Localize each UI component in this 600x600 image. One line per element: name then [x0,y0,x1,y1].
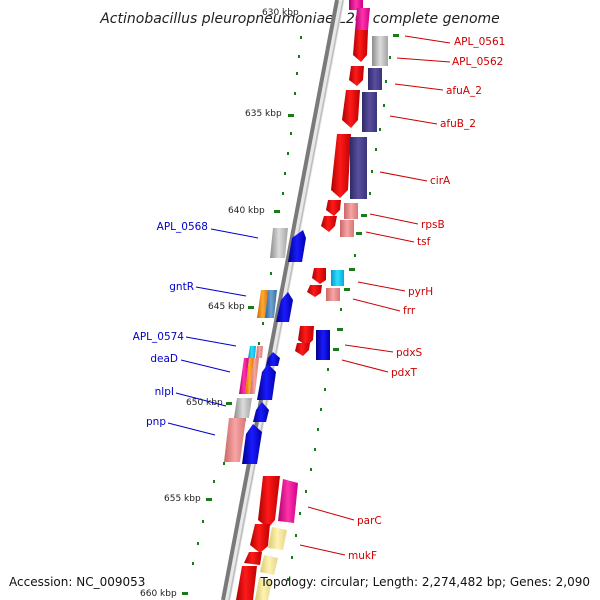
gene-afuA_2[interactable] [342,90,377,132]
map-title: Actinobacillus pleuropneumoniae L20, com… [99,11,500,27]
gene-pnp[interactable] [224,418,262,464]
gene-deaD[interactable] [239,358,276,400]
topology-text: Topology: circular; Length: 2,274,482 bp… [259,575,590,589]
gene-pdxS[interactable] [298,326,330,360]
gene-pdxT[interactable] [295,343,310,356]
label-APL_0574[interactable]: APL_0574 [133,331,185,343]
label-rpsB[interactable]: rpsB [421,219,445,231]
label-pyrH[interactable]: pyrH [408,286,433,298]
gene-APL_0568[interactable] [270,228,306,262]
gene-afuB_2[interactable] [331,134,367,199]
gene-tsf[interactable] [321,216,354,237]
kbp-label-645: 645 kbp [208,302,245,312]
gene-rpsB[interactable] [326,200,358,219]
label-cirA[interactable]: cirA [430,175,451,187]
kbp-label-640: 640 kbp [228,206,265,216]
label-parC[interactable]: parC [357,515,382,527]
kbp-label-650: 650 kbp [186,398,223,408]
kbp-label-655: 655 kbp [164,494,201,504]
top-partial-kbp-label: 630 kbp [262,8,299,18]
label-pdxS[interactable]: pdxS [396,347,423,359]
accession-text: Accession: NC_009053 [9,575,145,589]
top-partial-gene [349,0,363,10]
label-gntR[interactable]: gntR [169,281,194,293]
label-pnp[interactable]: pnp [146,416,166,428]
label-APL_0568[interactable]: APL_0568 [157,221,208,233]
gene-pyrH[interactable] [312,268,344,286]
kbp-label-660: 660 kbp [140,589,177,599]
label-APL_0561[interactable]: APL_0561 [454,36,505,48]
gene-APL_0562[interactable] [349,36,388,90]
gene-parC[interactable] [258,476,298,528]
tick-marks [182,34,399,595]
left-gene-labels: APL_0568 gntR APL_0574 deaD nlpI pnp [133,221,208,428]
label-nlpI[interactable]: nlpI [155,386,174,398]
label-mukF[interactable]: mukF [348,550,377,562]
left-callouts [167,228,259,436]
label-tsf[interactable]: tsf [417,236,431,248]
gene-gntR[interactable] [257,290,293,322]
label-deaD[interactable]: deaD [150,353,178,365]
gene-APL_0561[interactable] [353,8,370,62]
label-pdxT[interactable]: pdxT [391,367,418,379]
label-afuA_2[interactable]: afuA_2 [446,85,482,97]
gene-mukF[interactable] [236,524,287,600]
label-afuB_2[interactable]: afuB_2 [440,118,476,130]
label-APL_0562[interactable]: APL_0562 [452,56,503,68]
gene-APL_0574[interactable] [248,346,280,366]
right-gene-labels: APL_0561 APL_0562 afuA_2 afuB_2 cirA rps… [348,36,505,562]
right-callouts [299,35,451,556]
gene-nlpI[interactable] [234,398,269,422]
kbp-label-635: 635 kbp [245,109,282,119]
gene-frr[interactable] [307,285,340,301]
label-frr[interactable]: frr [403,305,416,317]
